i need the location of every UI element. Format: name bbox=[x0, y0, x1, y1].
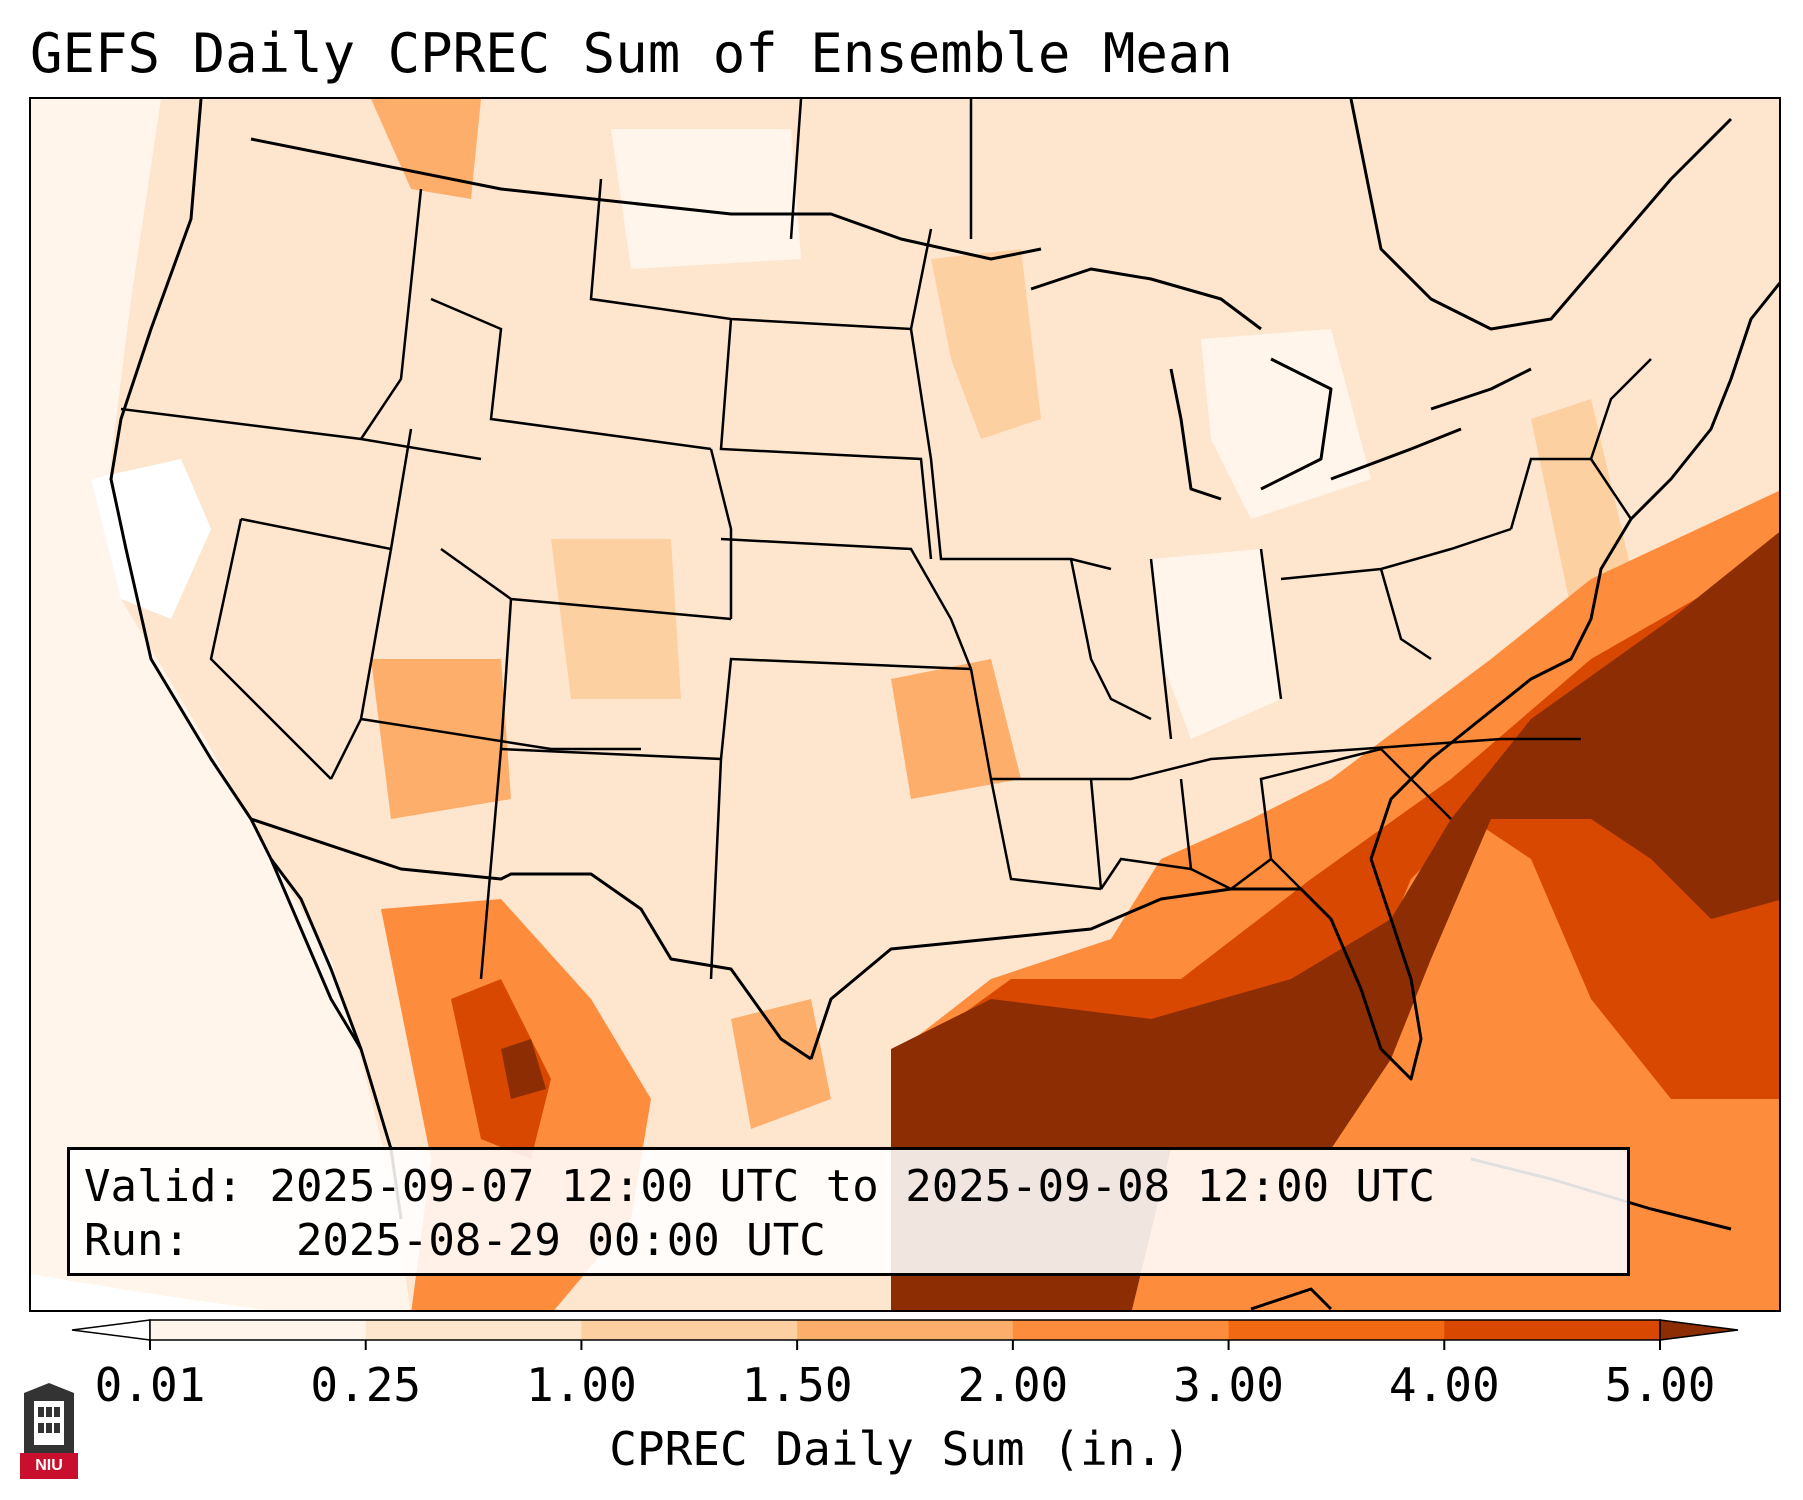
map-title: GEFS Daily CPREC Sum of Ensemble Mean bbox=[30, 22, 1233, 85]
mexico-west-very-heavy-area bbox=[451, 979, 551, 1159]
colorbar-segment bbox=[150, 1320, 367, 1340]
colorbar-segment bbox=[1012, 1320, 1230, 1340]
run-line: Run: 2025-08-29 00:00 UTC bbox=[84, 1214, 1627, 1268]
colorbar-under-arrow bbox=[71, 1319, 151, 1341]
colorbar-tick-label: 4.00 bbox=[1388, 1358, 1500, 1412]
colorado-moderate-area bbox=[551, 539, 681, 699]
run-label: Run: bbox=[84, 1215, 190, 1266]
state-borders bbox=[120, 99, 1652, 980]
colorbar-segment bbox=[1228, 1320, 1445, 1340]
colorbar-tick-label: 1.50 bbox=[741, 1358, 853, 1412]
logo-text: NIU bbox=[35, 1457, 63, 1474]
north-light-area bbox=[611, 129, 801, 269]
michigan-light-area bbox=[1201, 329, 1371, 519]
arizona-moderate-area bbox=[371, 659, 511, 819]
colorbar-tick-label: 1.00 bbox=[526, 1358, 637, 1412]
colorbar-segment bbox=[581, 1320, 798, 1340]
colorbar-frame bbox=[149, 1319, 1661, 1341]
colorbar bbox=[71, 1319, 1739, 1350]
northeast-moderate-area bbox=[1531, 399, 1631, 609]
colorbar-tick-label: 3.00 bbox=[1173, 1358, 1284, 1412]
indiana-light-area bbox=[1151, 549, 1281, 739]
colorbar-tick-label: 5.00 bbox=[1604, 1358, 1716, 1412]
colorbar-tick-label: 2.00 bbox=[957, 1358, 1069, 1412]
mexico-west-extreme-area bbox=[501, 1039, 546, 1099]
valid-line: Valid: 2025-09-07 12:00 UTC to 2025-09-0… bbox=[84, 1160, 1627, 1214]
run-value: 2025-08-29 00:00 UTC bbox=[295, 1215, 826, 1266]
valid-value: 2025-09-07 12:00 UTC to 2025-09-08 12:00… bbox=[269, 1161, 1436, 1212]
colorbar-tick-label: 0.01 bbox=[94, 1358, 206, 1412]
pnw-moderate-area bbox=[371, 99, 481, 199]
valid-label: Valid: bbox=[84, 1161, 243, 1212]
info-box: Valid: 2025-09-07 12:00 UTC to 2025-09-0… bbox=[67, 1147, 1630, 1276]
mexico-east-moderate-area bbox=[731, 999, 831, 1129]
colorbar-label: CPREC Daily Sum (in.) bbox=[609, 1422, 1191, 1476]
midwest-moderate-area bbox=[931, 249, 1041, 439]
colorbar-segment bbox=[1444, 1320, 1661, 1340]
niu-logo: NIU bbox=[20, 1383, 78, 1479]
colorbar-segment bbox=[365, 1320, 582, 1340]
california-dry-area bbox=[91, 459, 211, 619]
gulf-extreme-area bbox=[891, 529, 1779, 1310]
coastline-borders bbox=[109, 99, 1779, 1310]
map-canvas bbox=[31, 99, 1779, 1310]
precip-map bbox=[29, 97, 1781, 1312]
colorbar-over-arrow bbox=[1659, 1319, 1739, 1341]
colorbar-segment bbox=[797, 1320, 1014, 1340]
pacific-low-precip bbox=[31, 99, 411, 1310]
colorbar-tick-label: 0.25 bbox=[310, 1358, 422, 1412]
